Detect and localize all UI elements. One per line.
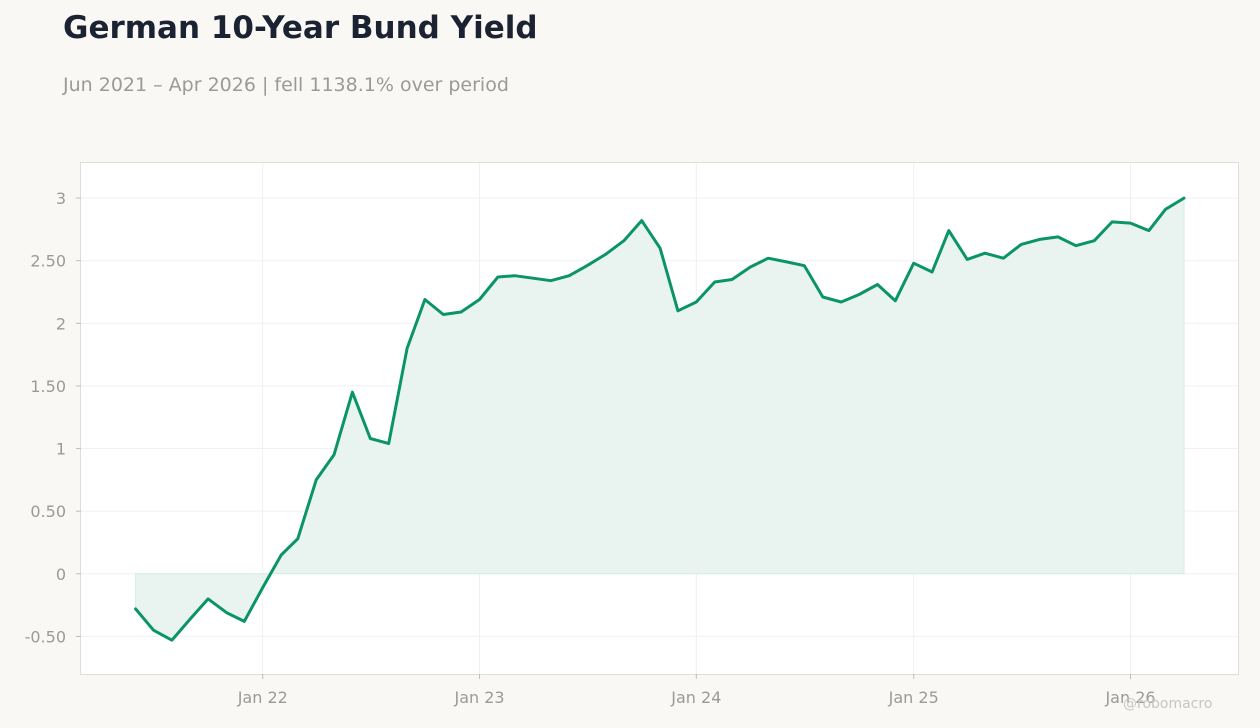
y-tick-label: 2 <box>56 314 66 333</box>
y-tick-label: 1.50 <box>30 377 66 396</box>
y-tick-label: 2.50 <box>30 252 66 271</box>
watermark: @robomacro <box>1123 696 1213 712</box>
y-tick-label: 3 <box>56 189 66 208</box>
chart-title: German 10-Year Bund Yield <box>63 10 538 46</box>
x-tick-label: Jan 25 <box>888 688 939 707</box>
line-layer <box>134 196 1186 642</box>
y-tick-label: 0.50 <box>30 502 66 521</box>
x-tick-label: Jan 26 <box>1104 688 1155 707</box>
x-tick-label: Jan 22 <box>237 688 288 707</box>
chart-subtitle: Jun 2021 – Apr 2026 | fell 1138.1% over … <box>63 74 509 96</box>
y-tick-label: 1 <box>56 440 66 459</box>
y-tick-label: 0 <box>56 565 66 584</box>
y-axis: -0.50 0 0.50 1 1.50 2 2.50 3 <box>25 189 81 646</box>
y-tick-label: -0.50 <box>25 627 66 646</box>
x-tick-label: Jan 24 <box>670 688 721 707</box>
x-axis: Jan 22 Jan 23 Jan 24 Jan 25 Jan 26 <box>237 674 1156 707</box>
series-line <box>134 196 1186 642</box>
x-tick-label: Jan 23 <box>453 688 504 707</box>
